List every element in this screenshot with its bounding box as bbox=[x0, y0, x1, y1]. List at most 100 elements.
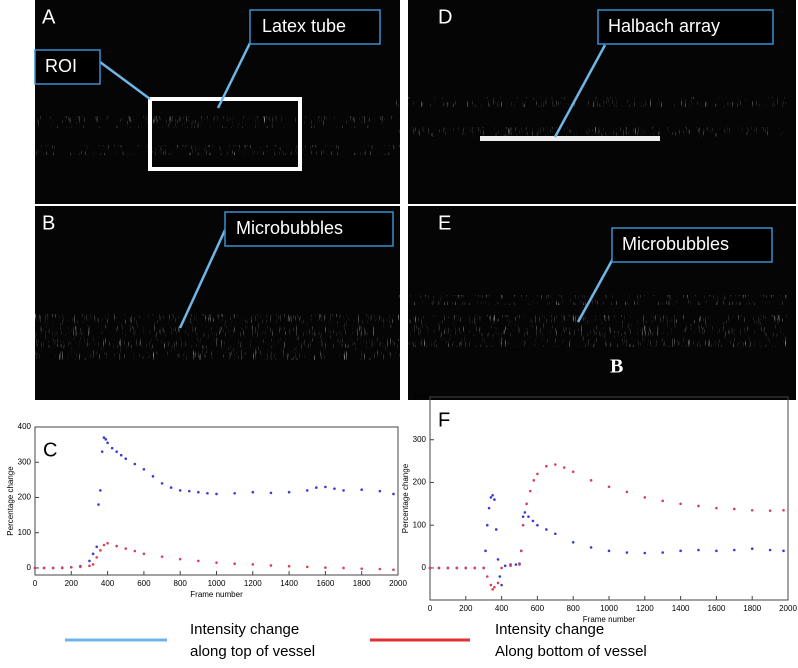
point bbox=[750, 547, 754, 551]
point bbox=[768, 509, 772, 512]
x-tick-label: 200 bbox=[65, 579, 79, 588]
point bbox=[607, 485, 611, 489]
y-tick-label: 0 bbox=[27, 563, 32, 572]
point bbox=[79, 565, 82, 569]
point bbox=[392, 568, 395, 572]
point bbox=[496, 558, 500, 561]
point bbox=[88, 559, 91, 563]
panel-label: C bbox=[43, 439, 57, 461]
point bbox=[187, 489, 191, 493]
x-tick-label: 1000 bbox=[208, 579, 226, 588]
point bbox=[487, 506, 491, 510]
point bbox=[133, 462, 137, 466]
point bbox=[532, 479, 536, 482]
point bbox=[315, 486, 318, 489]
point bbox=[95, 545, 99, 549]
mark: B bbox=[610, 356, 623, 378]
point bbox=[51, 566, 55, 570]
point bbox=[518, 563, 521, 566]
point bbox=[178, 489, 182, 492]
x-tick-label: 0 bbox=[428, 604, 433, 613]
point bbox=[589, 479, 593, 482]
point bbox=[589, 546, 593, 549]
point bbox=[428, 566, 432, 570]
point bbox=[519, 549, 523, 553]
point bbox=[498, 575, 502, 578]
point bbox=[324, 566, 327, 569]
point bbox=[697, 504, 700, 508]
x-tick-label: 0 bbox=[33, 579, 38, 588]
x-tick-label: 1600 bbox=[708, 604, 726, 613]
point bbox=[142, 552, 146, 556]
point bbox=[124, 457, 128, 461]
point bbox=[446, 566, 450, 570]
point bbox=[251, 563, 255, 566]
point bbox=[489, 496, 493, 499]
x-tick-label: 400 bbox=[101, 579, 115, 588]
panel-e: E Microbubbles B bbox=[408, 206, 796, 400]
callout: Latex tube bbox=[262, 16, 346, 36]
point bbox=[106, 441, 109, 445]
plot-area bbox=[34, 426, 399, 576]
legend-text: along top of vessel bbox=[190, 643, 315, 660]
point bbox=[485, 523, 489, 527]
y-tick-label: 100 bbox=[18, 528, 32, 537]
point bbox=[509, 564, 512, 568]
point bbox=[133, 549, 137, 553]
y-tick-label: 200 bbox=[413, 478, 427, 487]
point bbox=[531, 519, 535, 523]
callout: Microbubbles bbox=[236, 218, 343, 238]
point bbox=[715, 506, 718, 510]
point bbox=[528, 489, 532, 493]
point bbox=[625, 551, 629, 554]
point bbox=[782, 549, 785, 553]
point bbox=[215, 492, 218, 496]
point bbox=[554, 463, 557, 466]
point bbox=[571, 470, 575, 474]
point bbox=[525, 502, 528, 506]
y-tick-label: 300 bbox=[18, 457, 32, 466]
point bbox=[324, 485, 327, 489]
point bbox=[503, 564, 507, 568]
panel-label: E bbox=[438, 212, 451, 234]
x-tick-label: 800 bbox=[174, 579, 188, 588]
point bbox=[500, 566, 503, 570]
y-axis-label: Percentage change bbox=[6, 466, 15, 536]
point bbox=[110, 446, 114, 450]
point bbox=[206, 491, 209, 495]
panel-a: A ROI Latex tube bbox=[34, 0, 400, 204]
point bbox=[768, 548, 772, 552]
point bbox=[697, 548, 700, 552]
point bbox=[342, 489, 345, 492]
y-axis-label: Percentage change bbox=[401, 463, 410, 533]
x-tick-label: 400 bbox=[495, 604, 509, 613]
panel-d: D Halbach array bbox=[408, 0, 796, 204]
point bbox=[360, 567, 364, 570]
point bbox=[392, 492, 395, 496]
point bbox=[643, 496, 647, 499]
plot-area bbox=[429, 396, 789, 601]
point bbox=[333, 487, 336, 490]
x-tick-label: 1800 bbox=[743, 604, 761, 613]
point bbox=[661, 551, 664, 554]
point bbox=[102, 436, 106, 439]
point bbox=[484, 549, 487, 553]
point bbox=[607, 549, 611, 553]
point bbox=[521, 523, 525, 527]
point bbox=[496, 581, 500, 585]
point bbox=[514, 563, 518, 566]
point bbox=[750, 508, 754, 512]
panel-label: F bbox=[438, 409, 450, 431]
point bbox=[33, 566, 37, 570]
x-tick-label: 800 bbox=[567, 604, 581, 613]
point bbox=[251, 490, 255, 494]
point bbox=[99, 489, 102, 492]
point bbox=[106, 541, 109, 545]
point bbox=[545, 464, 548, 468]
x-tick-label: 600 bbox=[531, 604, 545, 613]
point bbox=[60, 566, 64, 569]
callout: ROI bbox=[45, 56, 77, 76]
point bbox=[342, 566, 345, 570]
point bbox=[485, 575, 489, 578]
